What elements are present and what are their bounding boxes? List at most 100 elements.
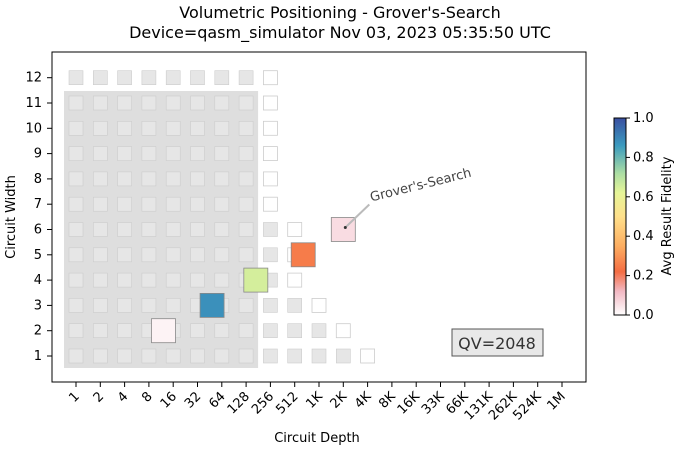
x-tick-label: 2K	[328, 389, 351, 412]
grid-cell	[190, 196, 205, 212]
x-tick-label: 524K	[510, 389, 545, 424]
grid-cell	[287, 323, 303, 339]
grid-cell	[141, 348, 157, 364]
y-tick-label: 2	[34, 324, 42, 339]
grid-cell	[68, 70, 84, 85]
y-tick-label: 4	[34, 273, 42, 288]
x-tick-label: 1	[66, 389, 82, 405]
grid-cell-outline	[360, 348, 376, 364]
grid-cell	[263, 323, 278, 339]
grid-cell	[93, 298, 108, 313]
colorbar-gradient	[613, 117, 627, 316]
grid-cell	[165, 247, 181, 263]
grid-cell	[214, 196, 230, 212]
x-tick-label: 128	[225, 389, 253, 417]
grid-cell	[93, 222, 108, 237]
y-tick-label: 1	[34, 349, 42, 364]
grid-cell	[311, 323, 327, 339]
grid-cell	[238, 348, 254, 364]
grid-cell	[287, 348, 303, 364]
grid-cell	[68, 323, 84, 339]
grid-cell	[238, 247, 254, 263]
x-tick-label: 4K	[352, 389, 375, 412]
grid-cell	[117, 171, 132, 187]
colorbar-tick-label: 0.8	[633, 150, 654, 165]
y-tick-label: 8	[34, 172, 42, 187]
grid-cell	[190, 348, 205, 364]
y-tick-label: 12	[25, 71, 42, 86]
grid-cell	[68, 348, 84, 364]
grid-cell-outline	[287, 272, 303, 288]
grid-cell	[263, 298, 278, 313]
grid-cell	[165, 121, 181, 136]
x-tick-label: 256	[249, 389, 277, 417]
grid-cell	[165, 222, 181, 237]
y-tick-label: 5	[34, 248, 42, 263]
grid-cell	[93, 95, 108, 111]
grid-cell	[117, 70, 132, 85]
colorbar-label: Avg Result Fidelity	[660, 156, 675, 275]
grid-cell	[93, 171, 108, 187]
x-tick-label: 16K	[395, 389, 424, 418]
grid-cell-outline	[262, 120, 278, 136]
x-tick-label: 1K	[303, 389, 326, 412]
grid-cell	[287, 298, 303, 313]
grid-cell	[117, 121, 132, 136]
grid-cell	[190, 70, 205, 85]
grid-cell	[68, 146, 84, 161]
grid-cell	[190, 171, 205, 187]
colorbar-tick-label: 1.0	[633, 111, 654, 126]
result-square	[199, 292, 225, 318]
grid-cell	[335, 348, 351, 364]
grid-cell	[68, 247, 84, 263]
grid-cell	[68, 298, 84, 313]
qv-label: QV=2048	[458, 334, 536, 353]
grid-cell	[214, 121, 230, 136]
grid-cell	[238, 222, 254, 237]
qv-label-box: QV=2048	[451, 328, 544, 357]
x-tick-label: 33K	[419, 389, 448, 418]
grid-cell	[117, 196, 132, 212]
grid-cell	[263, 348, 278, 364]
grid-cell-outline	[262, 95, 278, 111]
grid-cell	[117, 95, 132, 111]
grid-cell	[141, 196, 157, 212]
grid-cell	[165, 272, 181, 288]
x-axis-label: Circuit Depth	[274, 431, 360, 446]
x-tick-label: 16	[158, 389, 180, 411]
grid-cell	[214, 272, 230, 288]
grid-cell	[214, 146, 230, 161]
qv-box	[451, 328, 544, 357]
grid-cell-outline	[335, 323, 351, 339]
grid-cell	[93, 348, 108, 364]
grid-cell	[68, 121, 84, 136]
result-square	[243, 267, 269, 293]
grid-cell	[214, 171, 230, 187]
x-tick-label: 32	[182, 389, 204, 411]
grid-cell	[263, 247, 278, 263]
grid-cell	[141, 222, 157, 237]
y-axis-label: Circuit Width	[4, 175, 19, 259]
grid-cell	[141, 272, 157, 288]
grid-cell	[238, 171, 254, 187]
grid-cell-outline	[262, 196, 278, 212]
grid-cell	[93, 146, 108, 161]
annotation-arrow	[344, 203, 370, 229]
grid-cell	[117, 323, 132, 339]
grid-cell	[238, 323, 254, 339]
grid-cell	[141, 171, 157, 187]
grid-cell-outline	[262, 146, 278, 162]
x-tick-label: 4	[115, 389, 131, 405]
colorbar-tick-label: 0.4	[633, 229, 654, 244]
colorbar-tick-label: 0.2	[633, 269, 654, 284]
grid-cell	[263, 222, 278, 237]
grid-cell	[93, 121, 108, 136]
grid-cell	[117, 247, 132, 263]
grid-cell	[165, 298, 181, 313]
result-square	[151, 318, 176, 344]
grid-cell	[190, 222, 205, 237]
colorbar-tick-label: 0.0	[633, 308, 654, 323]
grid-cell-outline	[262, 171, 278, 187]
grid-cell	[165, 348, 181, 364]
